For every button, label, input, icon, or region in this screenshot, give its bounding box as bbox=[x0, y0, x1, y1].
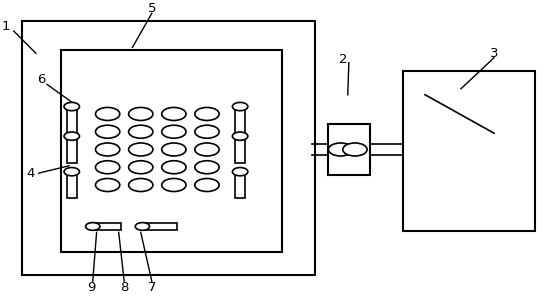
Text: 5: 5 bbox=[147, 2, 156, 15]
Circle shape bbox=[162, 107, 186, 120]
Circle shape bbox=[129, 143, 153, 156]
Circle shape bbox=[195, 143, 219, 156]
Bar bbox=[328, 124, 370, 175]
Circle shape bbox=[135, 223, 150, 230]
Bar bbox=[235, 136, 245, 163]
Circle shape bbox=[195, 107, 219, 120]
Circle shape bbox=[64, 168, 79, 176]
Text: 9: 9 bbox=[87, 281, 95, 294]
Text: 1: 1 bbox=[1, 20, 10, 33]
Circle shape bbox=[195, 125, 219, 138]
Bar bbox=[235, 172, 245, 198]
Circle shape bbox=[95, 107, 120, 120]
Circle shape bbox=[129, 161, 153, 174]
Circle shape bbox=[95, 125, 120, 138]
Circle shape bbox=[86, 223, 100, 230]
Circle shape bbox=[64, 102, 79, 111]
Circle shape bbox=[129, 107, 153, 120]
Text: 7: 7 bbox=[147, 281, 156, 294]
Bar bbox=[67, 136, 77, 163]
Circle shape bbox=[328, 143, 353, 156]
Circle shape bbox=[232, 168, 248, 176]
Text: 6: 6 bbox=[37, 73, 46, 86]
Circle shape bbox=[195, 178, 219, 192]
Circle shape bbox=[232, 102, 248, 111]
Bar bbox=[67, 172, 77, 198]
Circle shape bbox=[195, 161, 219, 174]
Bar bbox=[403, 71, 535, 231]
Circle shape bbox=[162, 178, 186, 192]
Bar bbox=[61, 50, 282, 252]
Circle shape bbox=[129, 178, 153, 192]
Circle shape bbox=[343, 143, 367, 156]
Circle shape bbox=[64, 132, 79, 140]
Circle shape bbox=[162, 161, 186, 174]
Circle shape bbox=[129, 125, 153, 138]
Bar bbox=[67, 107, 77, 133]
Circle shape bbox=[95, 178, 120, 192]
Circle shape bbox=[162, 125, 186, 138]
Bar bbox=[22, 21, 315, 275]
Text: 4: 4 bbox=[26, 167, 35, 180]
Bar bbox=[235, 107, 245, 133]
Text: 3: 3 bbox=[490, 47, 498, 60]
Bar bbox=[91, 223, 121, 230]
Text: 8: 8 bbox=[120, 281, 129, 294]
Circle shape bbox=[162, 143, 186, 156]
Circle shape bbox=[95, 161, 120, 174]
Bar bbox=[141, 223, 177, 230]
Circle shape bbox=[95, 143, 120, 156]
Text: 2: 2 bbox=[339, 53, 348, 66]
Circle shape bbox=[232, 132, 248, 140]
